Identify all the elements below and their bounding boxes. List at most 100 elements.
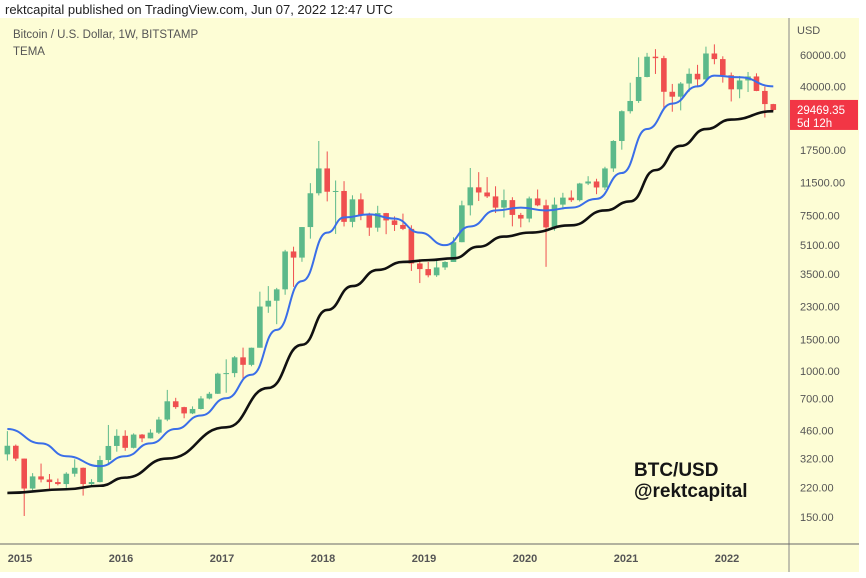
- candle-body[interactable]: [585, 181, 591, 184]
- candle-body[interactable]: [694, 73, 701, 80]
- candle-body[interactable]: [374, 213, 381, 228]
- candle-body[interactable]: [593, 181, 600, 188]
- candle-body[interactable]: [391, 220, 398, 225]
- candle-body[interactable]: [122, 435, 129, 448]
- price-axis-unit: USD: [797, 25, 820, 37]
- candle-body[interactable]: [282, 251, 288, 290]
- candle-body[interactable]: [248, 347, 255, 365]
- candle-body[interactable]: [38, 476, 44, 480]
- candle-body[interactable]: [223, 373, 230, 375]
- candle-body[interactable]: [484, 192, 490, 197]
- candle-body[interactable]: [568, 197, 575, 201]
- candle-body[interactable]: [4, 445, 11, 455]
- candle-body[interactable]: [231, 357, 238, 374]
- candle-body[interactable]: [139, 434, 145, 439]
- symbol-legend[interactable]: Bitcoin / U.S. Dollar, 1W, BITSTAMP: [13, 29, 199, 41]
- candle-body[interactable]: [459, 205, 465, 243]
- candle-body[interactable]: [408, 228, 415, 264]
- candle-body[interactable]: [762, 90, 768, 105]
- candle-body[interactable]: [753, 76, 760, 91]
- tema-slow-line[interactable]: [7, 109, 774, 495]
- candle-body[interactable]: [719, 59, 726, 76]
- candle-body[interactable]: [736, 80, 743, 90]
- candle-body[interactable]: [416, 263, 423, 270]
- candle-body[interactable]: [560, 197, 566, 205]
- candle-body[interactable]: [517, 214, 524, 219]
- candle-body[interactable]: [299, 227, 305, 258]
- candle-body[interactable]: [711, 53, 718, 60]
- candle-body[interactable]: [686, 73, 692, 84]
- candle-body[interactable]: [46, 479, 53, 483]
- candle-body[interactable]: [442, 261, 448, 268]
- candle-body[interactable]: [341, 190, 347, 222]
- candle-body[interactable]: [55, 482, 61, 485]
- candle-body[interactable]: [669, 91, 676, 97]
- candle-body[interactable]: [425, 269, 432, 276]
- watermark-author: @rektcapital: [634, 481, 748, 502]
- candle-body[interactable]: [257, 306, 263, 348]
- candle-body[interactable]: [677, 83, 684, 97]
- candle-body[interactable]: [450, 242, 457, 262]
- y-tick-label: 5100.00: [800, 240, 840, 252]
- candle-body[interactable]: [315, 168, 322, 194]
- candle-body[interactable]: [400, 224, 406, 229]
- chart-panel[interactable]: USD 60000.00 40000.00 17500.00 11500.00 7500.…: [0, 18, 859, 572]
- candle-body[interactable]: [130, 434, 137, 448]
- candle-body[interactable]: [610, 140, 617, 169]
- candle-body[interactable]: [307, 193, 314, 228]
- indicator-legend[interactable]: TEMA: [13, 46, 45, 58]
- candle-body[interactable]: [475, 187, 482, 193]
- candle-body[interactable]: [265, 300, 272, 307]
- candle-body[interactable]: [113, 435, 120, 446]
- candle-body[interactable]: [501, 200, 507, 208]
- candle-body[interactable]: [576, 183, 583, 201]
- candle-body[interactable]: [703, 53, 709, 80]
- candle-body[interactable]: [543, 205, 549, 228]
- candle-body[interactable]: [97, 460, 103, 483]
- tema-fast-line[interactable]: [7, 74, 774, 468]
- candle-body[interactable]: [618, 111, 625, 141]
- candle-body[interactable]: [156, 419, 162, 433]
- candle-body[interactable]: [172, 401, 179, 408]
- candle-body[interactable]: [21, 458, 28, 489]
- candle-body[interactable]: [534, 198, 541, 206]
- candle-body[interactable]: [602, 168, 608, 188]
- candle-body[interactable]: [551, 204, 558, 228]
- candle-body[interactable]: [71, 467, 78, 474]
- candle-body[interactable]: [181, 407, 187, 414]
- price-chart[interactable]: USD 60000.00 40000.00 17500.00 11500.00 7500.…: [0, 18, 859, 572]
- candle-body[interactable]: [189, 408, 196, 414]
- candle-body[interactable]: [433, 267, 440, 276]
- candle-body[interactable]: [349, 199, 356, 222]
- candle-body[interactable]: [290, 251, 297, 258]
- candle-body[interactable]: [358, 199, 364, 216]
- candle-body[interactable]: [652, 56, 659, 59]
- candle-body[interactable]: [63, 473, 70, 485]
- y-tick-label: 220.00: [800, 482, 834, 494]
- candle-body[interactable]: [770, 104, 777, 110]
- candle-body[interactable]: [88, 482, 95, 485]
- candle-body[interactable]: [147, 432, 154, 439]
- candle-body[interactable]: [164, 401, 171, 420]
- candle-body[interactable]: [627, 100, 634, 112]
- candle-body[interactable]: [214, 373, 221, 394]
- candle-body[interactable]: [29, 476, 36, 489]
- candle-body[interactable]: [324, 168, 331, 192]
- candle-body[interactable]: [644, 56, 650, 77]
- candle-body[interactable]: [661, 58, 667, 92]
- candle-body[interactable]: [198, 398, 204, 409]
- candle-body[interactable]: [492, 196, 499, 208]
- watermark-symbol: BTC/USD: [634, 460, 719, 481]
- candle-body[interactable]: [80, 467, 86, 485]
- x-tick-label: 2018: [311, 553, 335, 565]
- candle-body[interactable]: [12, 445, 19, 459]
- candle-body[interactable]: [366, 215, 373, 228]
- candle-body[interactable]: [273, 289, 280, 301]
- candle-body[interactable]: [105, 445, 112, 461]
- candle-body[interactable]: [635, 76, 642, 101]
- candle-body[interactable]: [467, 187, 474, 206]
- candle-body[interactable]: [206, 393, 213, 399]
- candle-body[interactable]: [728, 75, 735, 90]
- candle-body[interactable]: [240, 357, 246, 365]
- candle-body[interactable]: [332, 190, 339, 192]
